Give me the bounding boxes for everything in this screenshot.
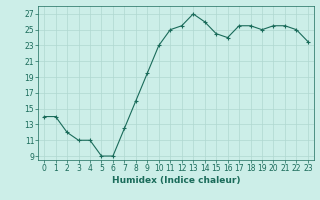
X-axis label: Humidex (Indice chaleur): Humidex (Indice chaleur) xyxy=(112,176,240,185)
